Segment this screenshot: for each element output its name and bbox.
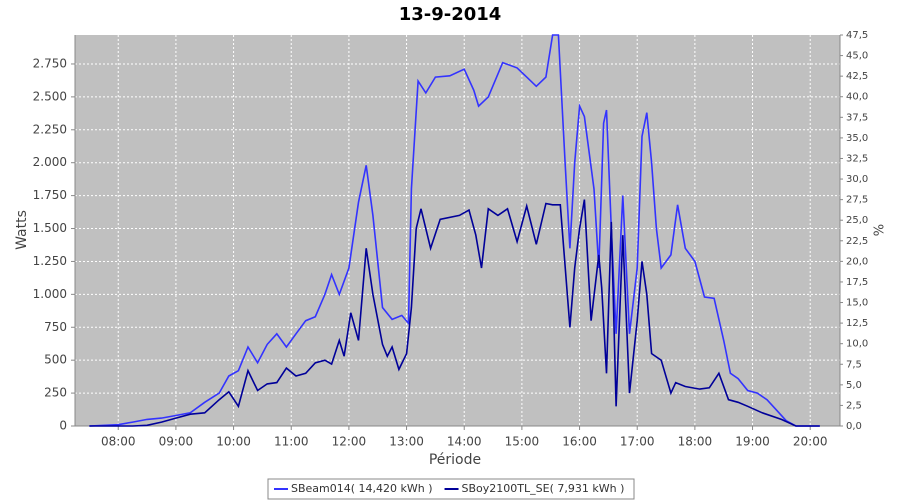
y2-tick-label: 47,5	[846, 30, 868, 41]
y2-tick-label: 45,0	[846, 51, 868, 62]
x-tick-label: 10:00	[216, 435, 251, 449]
y2-tick-label: 25,0	[846, 215, 868, 226]
y2-axis-label: %	[873, 224, 888, 236]
y2-tick-label: 15,0	[846, 298, 868, 309]
y2-tick-label: 2,5	[846, 400, 862, 411]
x-tick-label: 12:00	[332, 435, 367, 449]
y-tick-label: 250	[44, 386, 67, 400]
y2-tick-label: 0,0	[846, 421, 862, 432]
y-tick-label: 500	[44, 353, 67, 367]
y-tick-label: 2.000	[33, 155, 67, 169]
x-tick-label: 16:00	[562, 435, 597, 449]
chart-title: 13-9-2014	[399, 4, 502, 25]
y-tick-label: 1.250	[33, 254, 67, 268]
y2-tick-label: 7,5	[846, 359, 862, 370]
x-tick-label: 20:00	[793, 435, 828, 449]
x-tick-label: 19:00	[735, 435, 770, 449]
y-tick-label: 2.500	[33, 89, 67, 103]
y2-tick-label: 37,5	[846, 112, 868, 123]
y2-tick-label: 27,5	[846, 195, 868, 206]
y2-tick-label: 20,0	[846, 256, 868, 267]
y2-tick-label: 32,5	[846, 153, 868, 164]
plot-area	[75, 35, 840, 426]
y-tick-label: 2.750	[33, 56, 67, 70]
y2-tick-label: 22,5	[846, 236, 868, 247]
y-tick-label: 1.000	[33, 287, 67, 301]
x-tick-label: 13:00	[389, 435, 424, 449]
series-line	[89, 34, 820, 427]
x-tick-label: 18:00	[678, 435, 713, 449]
y-tick-label: 2.250	[33, 122, 67, 136]
y-axis-label: Watts	[14, 210, 30, 250]
y2-tick-label: 10,0	[846, 339, 868, 350]
y2-tick-label: 5,0	[846, 380, 862, 391]
x-tick-label: 11:00	[274, 435, 309, 449]
y2-tick-label: 42,5	[846, 71, 868, 82]
y2-tick-label: 40,0	[846, 92, 868, 103]
y2-tick-label: 35,0	[846, 133, 868, 144]
x-tick-label: 15:00	[505, 435, 540, 449]
x-tick-label: 14:00	[447, 435, 482, 449]
x-tick-label: 17:00	[620, 435, 655, 449]
y2-tick-label: 30,0	[846, 174, 868, 185]
x-axis-label: Période	[429, 452, 481, 468]
x-tick-label: 09:00	[159, 435, 194, 449]
y-tick-label: 750	[44, 320, 67, 334]
legend-label: SBeam014( 14,420 kWh )	[291, 482, 433, 495]
x-tick-label: 08:00	[101, 435, 136, 449]
y-tick-label: 1.750	[33, 188, 67, 202]
legend-label: SBoy2100TL_SE( 7,931 kWh )	[462, 482, 625, 495]
y-tick-label: 1.500	[33, 221, 67, 235]
y2-tick-label: 17,5	[846, 277, 868, 288]
series-line	[89, 199, 820, 427]
y-tick-label: 0	[59, 419, 67, 433]
y2-tick-label: 12,5	[846, 318, 868, 329]
